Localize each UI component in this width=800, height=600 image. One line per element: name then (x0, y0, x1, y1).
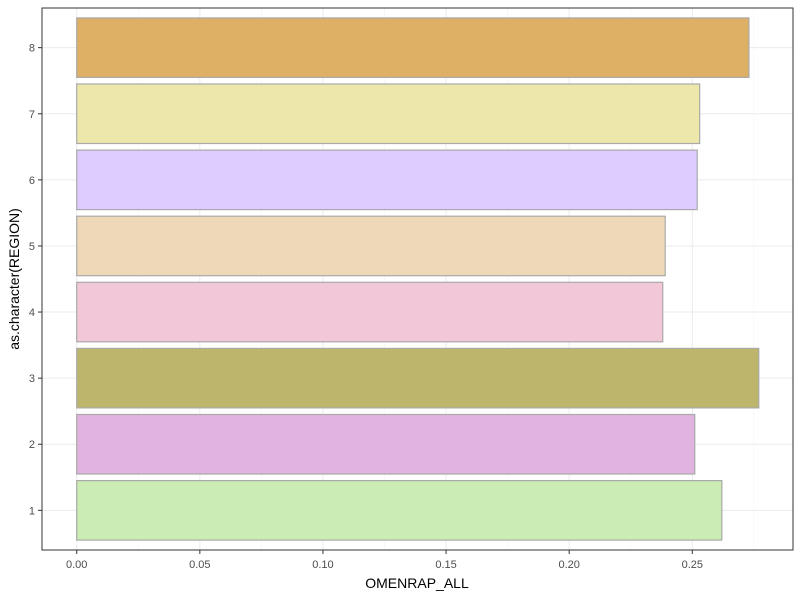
y-tick-label: 1 (29, 505, 35, 517)
x-tick-label: 0.00 (66, 559, 87, 571)
y-tick-label: 7 (29, 109, 35, 121)
bar-region-3 (76, 347, 760, 409)
x-tick-label: 0.10 (312, 559, 333, 571)
y-tick-label: 8 (29, 43, 35, 55)
bar-region-6 (76, 149, 698, 211)
x-tick-label: 0.05 (189, 559, 210, 571)
y-tick-label: 6 (29, 175, 35, 187)
bar-region-5 (76, 215, 666, 277)
bar-region-1 (76, 479, 723, 541)
y-tick-label: 5 (29, 241, 35, 253)
bar-region-7 (76, 83, 701, 145)
x-axis-title: OMENRAP_ALL (365, 575, 469, 591)
x-axis: 0.00 0.05 0.10 0.15 0.20 0.25 (66, 550, 703, 571)
x-tick-label: 0.25 (682, 559, 703, 571)
x-tick-label: 0.20 (558, 559, 579, 571)
bars (76, 17, 760, 541)
y-axis-title: as.character(REGION) (6, 208, 22, 350)
bar-region-2 (76, 413, 696, 475)
panel-border (41, 7, 794, 551)
y-axis: 1 2 3 4 5 6 7 8 (29, 43, 42, 517)
y-tick-label: 3 (29, 373, 35, 385)
bar-region-4 (76, 281, 664, 343)
x-tick-label: 0.15 (435, 559, 456, 571)
y-tick-label: 2 (29, 439, 35, 451)
bar-region-8 (76, 17, 750, 79)
y-tick-label: 4 (29, 307, 35, 319)
